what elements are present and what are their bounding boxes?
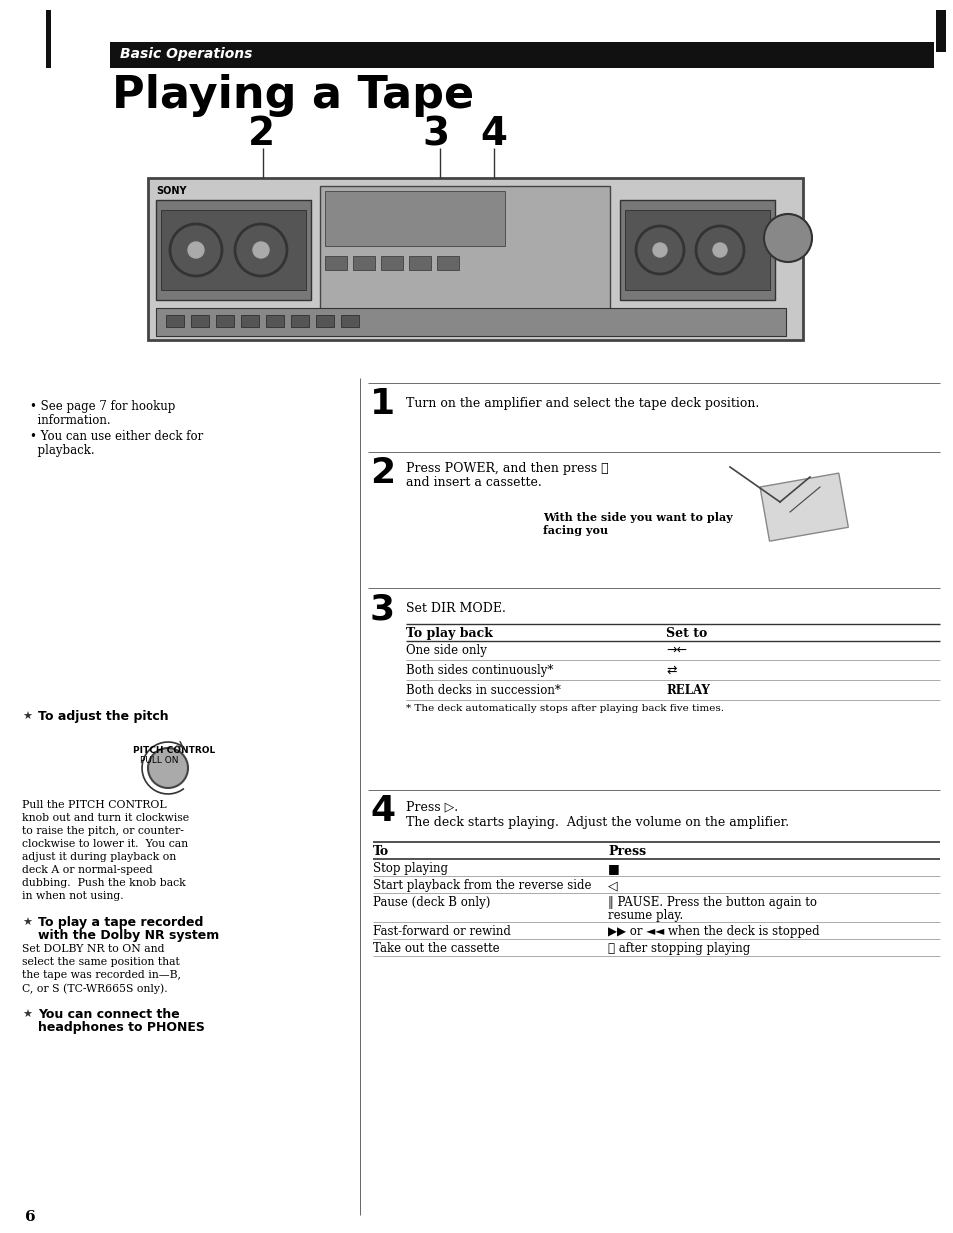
Bar <box>325 256 347 270</box>
Text: The deck starts playing.  Adjust the volume on the amplifier.: The deck starts playing. Adjust the volu… <box>406 816 788 829</box>
Circle shape <box>712 243 726 256</box>
Text: One side only: One side only <box>406 644 486 657</box>
Text: Press: Press <box>607 845 645 858</box>
Text: resume play.: resume play. <box>607 909 682 922</box>
Text: Turn on the amplifier and select the tape deck position.: Turn on the amplifier and select the tap… <box>406 397 759 411</box>
Text: ⇄: ⇄ <box>665 665 676 677</box>
Text: and insert a cassette.: and insert a cassette. <box>406 476 541 490</box>
Text: PULL ON: PULL ON <box>140 756 178 764</box>
Text: select the same position that: select the same position that <box>22 957 179 967</box>
Text: 2: 2 <box>248 115 274 153</box>
Text: Fast-forward or rewind: Fast-forward or rewind <box>373 925 511 938</box>
Text: Pull the PITCH CONTROL: Pull the PITCH CONTROL <box>22 800 167 810</box>
Bar <box>241 314 258 327</box>
Circle shape <box>763 215 811 261</box>
Text: RELAY: RELAY <box>665 684 709 697</box>
Text: 2: 2 <box>370 456 395 490</box>
Text: 6: 6 <box>25 1210 35 1224</box>
Text: To play back: To play back <box>406 628 493 640</box>
Text: Basic Operations: Basic Operations <box>120 47 253 60</box>
Bar <box>148 178 802 340</box>
Text: To: To <box>373 845 389 858</box>
Text: 3: 3 <box>370 592 395 626</box>
Text: Take out the cassette: Take out the cassette <box>373 942 499 956</box>
Text: To adjust the pitch: To adjust the pitch <box>38 710 169 723</box>
Bar <box>619 200 774 300</box>
Text: Start playback from the reverse side: Start playback from the reverse side <box>373 879 591 891</box>
Text: ★: ★ <box>22 919 32 928</box>
Bar <box>353 256 375 270</box>
Text: ◁: ◁ <box>607 879 617 891</box>
Text: to raise the pitch, or counter-: to raise the pitch, or counter- <box>22 826 184 836</box>
Text: SONY: SONY <box>156 186 186 196</box>
Bar <box>436 256 458 270</box>
Bar <box>935 10 945 52</box>
Text: playback.: playback. <box>30 444 94 457</box>
Text: To play a tape recorded: To play a tape recorded <box>38 916 203 928</box>
Text: Stop playing: Stop playing <box>373 862 448 875</box>
Text: knob out and turn it clockwise: knob out and turn it clockwise <box>22 813 189 822</box>
Bar <box>319 186 609 316</box>
Circle shape <box>148 748 188 788</box>
Text: Press ▷.: Press ▷. <box>406 800 457 813</box>
Text: C, or S (TC-WR665S only).: C, or S (TC-WR665S only). <box>22 983 168 994</box>
Text: Set DOLBY NR to ON and: Set DOLBY NR to ON and <box>22 944 164 954</box>
Text: Playing a Tape: Playing a Tape <box>112 74 474 117</box>
Bar <box>266 314 284 327</box>
Bar <box>156 200 311 300</box>
Bar <box>315 314 334 327</box>
Bar <box>291 314 309 327</box>
Bar <box>325 191 504 247</box>
Text: with the Dolby NR system: with the Dolby NR system <box>38 928 219 942</box>
Text: ␡ after stopping playing: ␡ after stopping playing <box>607 942 749 956</box>
Circle shape <box>253 242 269 258</box>
Bar <box>166 314 184 327</box>
Text: adjust it during playback on: adjust it during playback on <box>22 852 176 862</box>
Bar <box>340 314 358 327</box>
Text: dubbing.  Push the knob back: dubbing. Push the knob back <box>22 878 186 888</box>
Bar <box>760 473 847 541</box>
Bar <box>380 256 402 270</box>
Text: With the side you want to play: With the side you want to play <box>542 512 732 523</box>
Text: Press POWER, and then press ␡: Press POWER, and then press ␡ <box>406 462 608 475</box>
Text: clockwise to lower it.  You can: clockwise to lower it. You can <box>22 838 188 850</box>
Text: headphones to PHONES: headphones to PHONES <box>38 1021 205 1034</box>
Text: Pause (deck B only): Pause (deck B only) <box>373 896 490 909</box>
Text: ★: ★ <box>22 711 32 723</box>
Text: the tape was recorded in—B,: the tape was recorded in—B, <box>22 970 181 980</box>
Text: • See page 7 for hookup: • See page 7 for hookup <box>30 399 175 413</box>
Bar <box>191 314 209 327</box>
Text: Set DIR MODE.: Set DIR MODE. <box>406 602 505 615</box>
Text: * The deck automatically stops after playing back five times.: * The deck automatically stops after pla… <box>406 704 723 713</box>
Text: 4: 4 <box>479 115 506 153</box>
Text: ▶▶ or ◄◄ when the deck is stopped: ▶▶ or ◄◄ when the deck is stopped <box>607 925 819 938</box>
Text: information.: information. <box>30 414 111 427</box>
Text: facing you: facing you <box>542 525 607 536</box>
Bar <box>46 10 51 68</box>
Text: →←: →← <box>665 644 686 657</box>
Bar <box>409 256 431 270</box>
Bar <box>624 210 769 290</box>
Bar <box>110 42 933 68</box>
Text: Set to: Set to <box>665 628 706 640</box>
Text: Both decks in succession*: Both decks in succession* <box>406 684 560 697</box>
Text: • You can use either deck for: • You can use either deck for <box>30 430 203 443</box>
Text: PITCH CONTROL: PITCH CONTROL <box>132 746 215 755</box>
Text: deck A or normal-speed: deck A or normal-speed <box>22 866 152 875</box>
Text: in when not using.: in when not using. <box>22 891 124 901</box>
Text: ■: ■ <box>607 862 619 875</box>
Text: ‖ PAUSE. Press the button again to: ‖ PAUSE. Press the button again to <box>607 896 816 909</box>
Text: 3: 3 <box>421 115 449 153</box>
Bar <box>161 210 306 290</box>
Text: You can connect the: You can connect the <box>38 1009 179 1021</box>
Bar <box>156 308 785 337</box>
Circle shape <box>188 242 204 258</box>
Bar <box>215 314 233 327</box>
Text: 1: 1 <box>370 387 395 420</box>
Text: 4: 4 <box>370 794 395 829</box>
Text: ★: ★ <box>22 1010 32 1020</box>
Text: Both sides continuously*: Both sides continuously* <box>406 665 553 677</box>
Circle shape <box>652 243 666 256</box>
